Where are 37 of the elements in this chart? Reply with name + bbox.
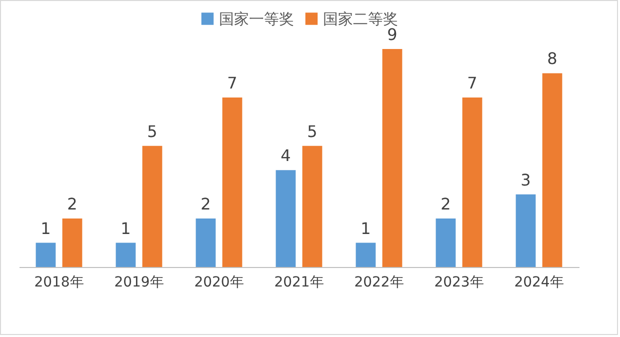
data-label: 1	[360, 218, 371, 238]
bar	[222, 97, 242, 267]
legend-label: 国家一等奖	[219, 10, 294, 28]
data-label: 2	[440, 194, 451, 214]
bar	[462, 97, 482, 267]
x-tick-label: 2023年	[434, 274, 484, 290]
bar	[302, 146, 322, 267]
bar	[516, 194, 536, 267]
x-tick-label: 2020年	[194, 274, 244, 290]
bar	[542, 73, 562, 267]
data-label: 3	[520, 170, 531, 190]
x-tick-label: 2022年	[354, 274, 404, 290]
bar	[356, 242, 376, 267]
data-label: 7	[227, 73, 238, 92]
bar	[116, 242, 136, 267]
bar	[142, 146, 162, 267]
data-label: 7	[467, 73, 478, 92]
data-label: 8	[547, 49, 558, 68]
data-label: 9	[387, 25, 398, 44]
x-tick-label: 2019年	[114, 274, 164, 290]
x-tick-label: 2021年	[274, 274, 324, 290]
data-label: 2	[200, 194, 211, 214]
data-label: 1	[120, 218, 131, 238]
data-label: 5	[147, 122, 158, 141]
data-label: 1	[40, 218, 51, 238]
bar	[436, 218, 456, 267]
bar	[36, 242, 56, 267]
bar	[382, 49, 402, 267]
x-tick-label: 2018年	[34, 274, 84, 290]
bar	[62, 218, 82, 267]
x-tick-label: 2024年	[514, 274, 564, 290]
data-label: 2	[67, 194, 78, 214]
data-label: 4	[280, 146, 291, 166]
data-label: 5	[307, 122, 318, 141]
bar	[196, 218, 216, 267]
legend-label: 国家二等奖	[323, 10, 398, 28]
bar	[276, 170, 296, 267]
